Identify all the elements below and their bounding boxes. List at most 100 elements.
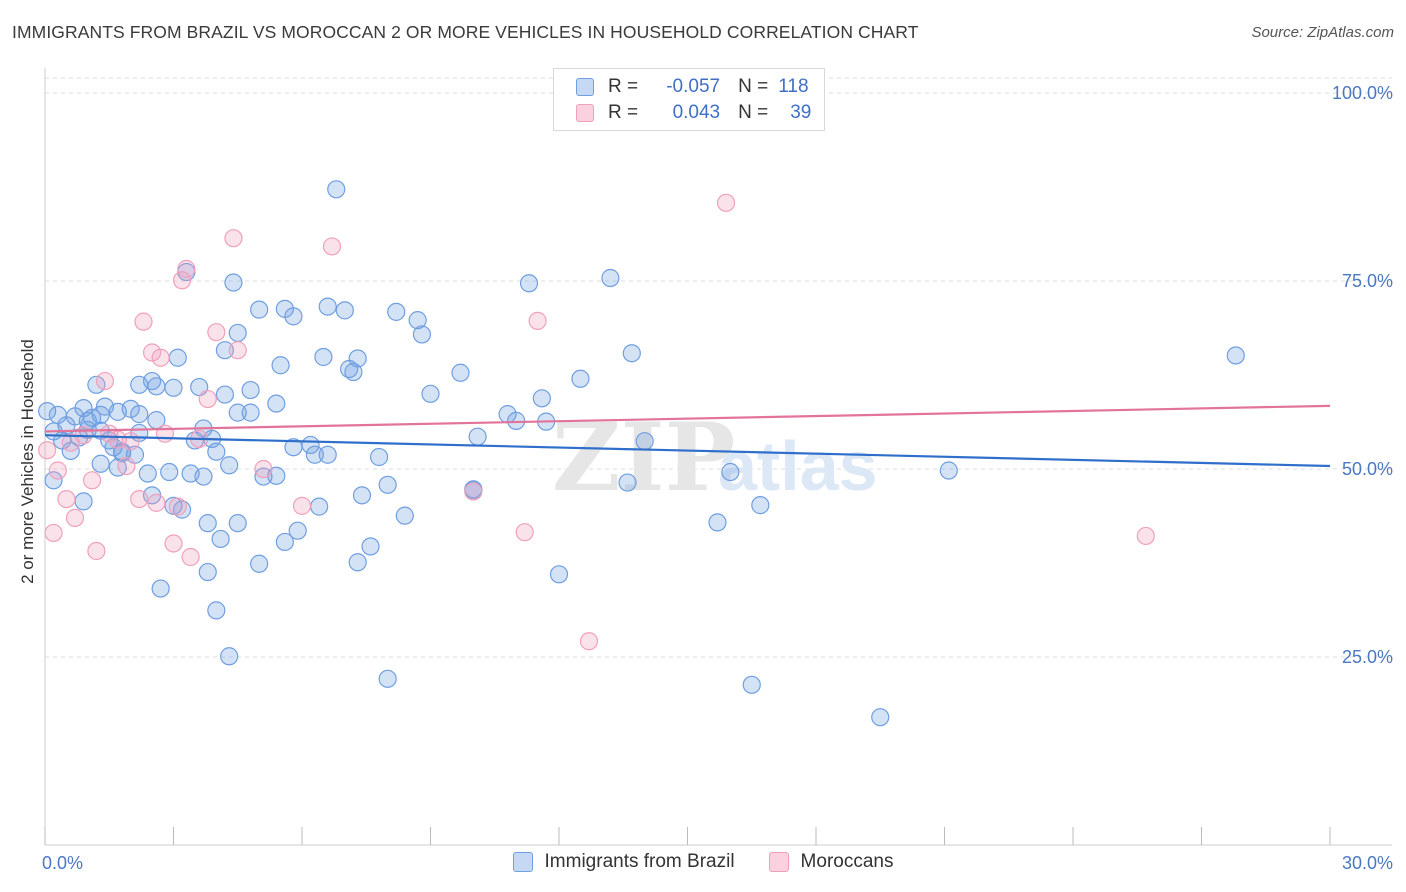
point-brazil	[78, 411, 97, 430]
point-moroccan	[228, 341, 247, 360]
point-moroccan	[44, 523, 63, 543]
point-brazil	[224, 273, 243, 292]
y-tick-label: 75.0%	[1342, 271, 1393, 291]
point-brazil	[151, 579, 170, 598]
point-moroccan	[142, 343, 162, 362]
point-brazil	[284, 307, 303, 326]
point-brazil	[601, 268, 620, 288]
point-moroccan	[121, 432, 140, 451]
point-brazil	[198, 514, 217, 533]
point-moroccan	[130, 489, 149, 509]
legend-label-moroccans: Moroccans	[800, 851, 894, 872]
point-brazil	[408, 311, 427, 330]
legend-n-value: 39	[790, 102, 812, 123]
point-brazil	[250, 300, 269, 319]
point-brazil	[275, 532, 294, 552]
point-brazil	[468, 427, 487, 446]
legend-n-value: 118	[778, 76, 809, 97]
point-brazil	[305, 445, 324, 464]
point-brazil	[228, 323, 247, 343]
legend-item-moroccans[interactable]: Moroccans	[768, 851, 894, 873]
legend-item-brazil[interactable]: Immigrants from Brazil	[512, 851, 735, 873]
legend-n-label: N =	[738, 76, 769, 97]
series-brazil-points	[38, 180, 1245, 727]
trend-line-moroccans	[44, 404, 1331, 433]
point-brazil	[220, 456, 239, 475]
point-brazil	[348, 349, 367, 368]
point-brazil	[622, 344, 641, 363]
point-brazil	[44, 471, 63, 490]
trend-line-brazil	[44, 434, 1331, 468]
point-brazil	[228, 514, 247, 533]
point-moroccan	[117, 456, 136, 476]
point-moroccan	[151, 348, 170, 367]
axis-labels: 25.0% 50.0% 75.0% 100.0% 0.0% 30.0% 2 or more …	[18, 83, 1393, 873]
point-brazil	[335, 301, 354, 320]
point-moroccan	[168, 497, 187, 516]
legend-swatch-brazil	[512, 852, 533, 872]
point-brazil	[164, 378, 183, 397]
point-moroccan	[134, 312, 153, 331]
point-moroccan	[147, 493, 166, 512]
point-brazil	[348, 553, 367, 572]
point-brazil	[421, 384, 440, 403]
legend-r-label: R =	[608, 76, 639, 97]
legend-row-moroccans: R = 0.043 N = 39	[576, 101, 811, 125]
point-brazil	[74, 492, 93, 511]
x-tick-label: 0.0%	[42, 853, 83, 873]
point-brazil	[168, 348, 187, 367]
point-brazil	[939, 461, 958, 480]
point-brazil	[138, 464, 157, 483]
y-tick-label: 50.0%	[1342, 459, 1393, 479]
point-brazil	[220, 647, 239, 666]
point-brazil	[370, 447, 389, 467]
point-brazil	[751, 496, 770, 515]
point-brazil	[288, 521, 307, 540]
point-brazil	[301, 435, 320, 455]
point-brazil	[314, 347, 333, 367]
point-brazil	[451, 363, 470, 382]
point-brazil	[215, 385, 234, 404]
point-brazil	[254, 467, 273, 486]
series-legend: Immigrants from Brazil Moroccans	[0, 851, 1406, 873]
y-tick-label: 25.0%	[1342, 647, 1393, 667]
point-brazil	[708, 513, 727, 532]
point-brazil	[207, 442, 226, 461]
point-moroccan	[172, 271, 192, 290]
point-moroccan	[65, 508, 85, 527]
point-brazil	[352, 486, 372, 505]
point-moroccan	[224, 229, 243, 248]
point-brazil	[549, 565, 569, 584]
point-brazil	[194, 467, 213, 486]
point-brazil	[519, 274, 539, 293]
point-brazil	[160, 462, 179, 482]
point-brazil	[635, 432, 654, 451]
point-moroccan	[322, 237, 342, 256]
point-brazil	[108, 402, 127, 421]
trend-lines	[44, 404, 1331, 468]
point-brazil	[571, 369, 590, 388]
legend-label-brazil: Immigrants from Brazil	[544, 851, 735, 872]
point-moroccan	[207, 323, 226, 342]
point-moroccan	[48, 461, 67, 480]
point-moroccan	[292, 496, 312, 515]
point-moroccan	[95, 371, 115, 391]
legend-r-label: R =	[608, 102, 639, 123]
point-moroccan	[181, 547, 200, 567]
point-brazil	[130, 375, 149, 394]
watermark-atlas: atlas	[718, 427, 878, 505]
point-moroccan	[464, 482, 483, 501]
axes	[44, 68, 1392, 846]
point-moroccan	[57, 489, 76, 509]
point-brazil	[267, 394, 286, 413]
point-brazil	[271, 356, 290, 375]
point-brazil	[207, 601, 226, 620]
point-moroccan	[716, 193, 736, 212]
point-brazil	[742, 675, 761, 694]
point-brazil	[378, 475, 397, 494]
point-brazil	[344, 362, 363, 382]
point-brazil	[241, 403, 260, 422]
point-brazil	[721, 462, 740, 482]
point-brazil	[871, 708, 890, 727]
